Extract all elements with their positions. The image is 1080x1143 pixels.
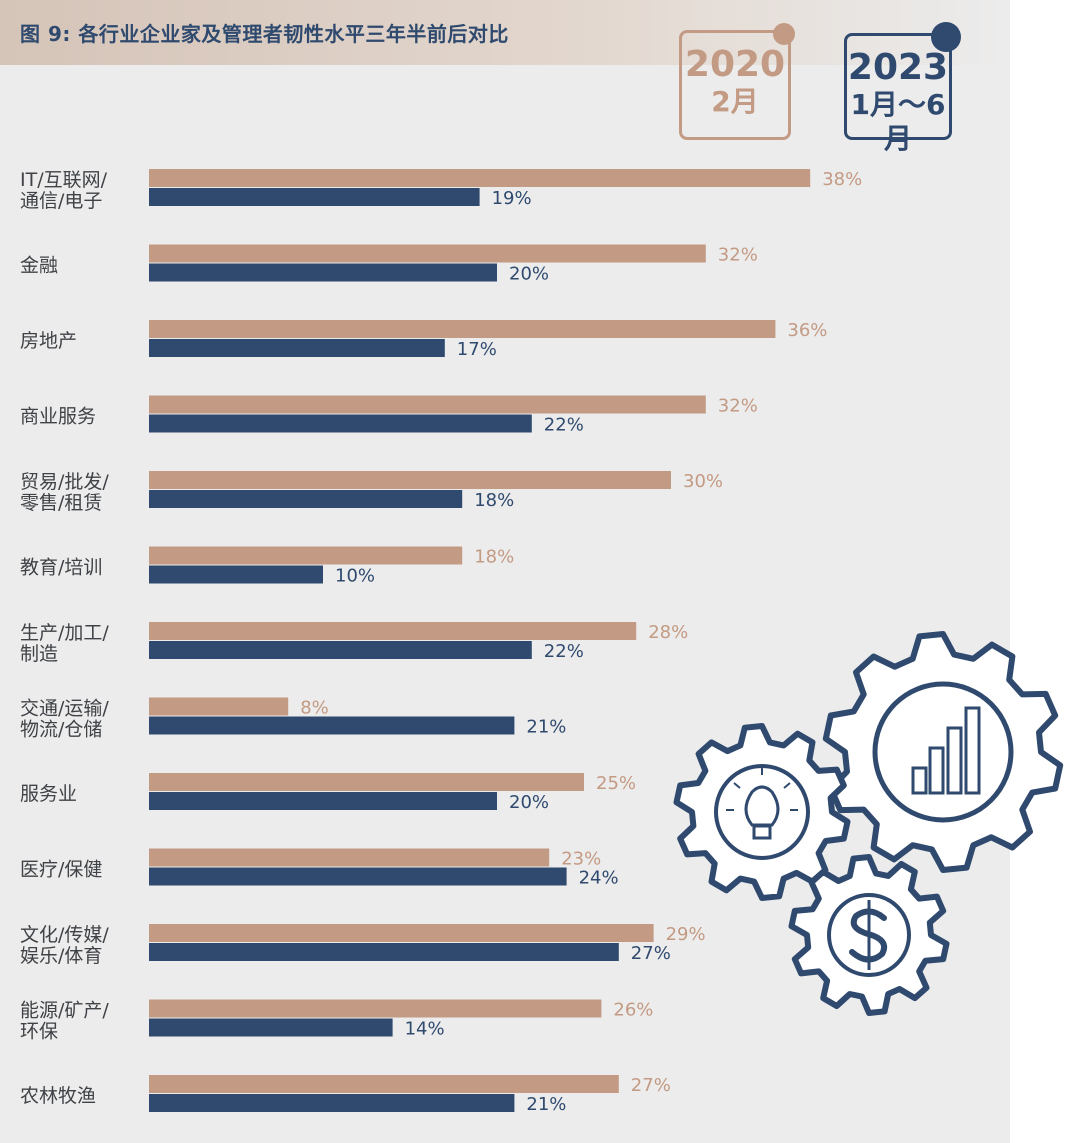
legend-2023-year: 2023: [847, 47, 949, 88]
bar-2020: [149, 471, 671, 489]
bar-2020: [149, 1075, 619, 1093]
category-label: 生产/加工/制造: [20, 622, 109, 665]
gear-bar-chart-icon: [822, 631, 1064, 873]
bar-2023: [149, 1018, 393, 1037]
data-label-2023: 18%: [474, 490, 514, 511]
legend-2020-period: 2月: [711, 85, 759, 118]
category-label: 贸易/批发/零售/租赁: [20, 471, 109, 514]
data-label-2023: 21%: [526, 1094, 566, 1115]
legend-2020-dot: [773, 23, 795, 45]
bar-2023: [149, 943, 619, 961]
bar-2020: [149, 924, 654, 942]
data-label-2020: 28%: [648, 622, 688, 643]
data-label-2023: 14%: [405, 1019, 445, 1040]
data-label-2020: 32%: [718, 396, 758, 417]
legend-2020: 2020 2月: [679, 30, 791, 140]
bar-2023: [149, 565, 323, 584]
bar-chart: IT/互联网/通信/电子 38% 19% 金融 32% 20% 房地产 36% 17% 商业服务 3…: [20, 169, 862, 1115]
data-label-2023: 20%: [509, 264, 549, 285]
data-label-2020: 23%: [561, 849, 601, 870]
gear-dollar-icon: [788, 854, 950, 1016]
gear-lightbulb-icon: [673, 723, 851, 901]
legend-2020-year: 2020: [684, 44, 786, 85]
bar-2020: [149, 622, 637, 640]
data-label-2020: 32%: [718, 245, 758, 266]
category-label: 文化/传媒/娱乐/体育: [20, 924, 109, 967]
category-label: 交通/运输/物流/仓储: [20, 698, 109, 741]
data-label-2020: 38%: [822, 169, 862, 190]
category-label: 教育/培训: [20, 557, 102, 579]
bar-2023: [149, 414, 532, 433]
data-label-2020: 27%: [631, 1075, 671, 1096]
data-label-2020: 30%: [683, 471, 723, 492]
data-label-2023: 10%: [335, 566, 375, 587]
data-label-2020: 18%: [474, 547, 514, 568]
bar-2020: [149, 773, 584, 791]
data-label-2020: 29%: [666, 924, 706, 945]
data-label-2023: 27%: [631, 943, 671, 964]
category-label: 农林牧渔: [20, 1085, 96, 1107]
data-label-2023: 22%: [544, 415, 584, 436]
data-label-2020: 8%: [300, 698, 329, 719]
data-label-2020: 36%: [787, 320, 827, 341]
bar-2023: [149, 792, 497, 810]
bar-2020: [149, 999, 602, 1018]
category-label: IT/互联网/通信/电子: [20, 169, 108, 212]
category-label: 能源/矿产/环保: [20, 1000, 109, 1043]
data-label-2020: 25%: [596, 773, 636, 794]
bar-2020: [149, 697, 289, 716]
category-label: 商业服务: [20, 406, 96, 428]
bar-2020: [149, 546, 463, 565]
category-label: 医疗/保健: [20, 859, 102, 881]
chart-title: 图 9: 各行业企业家及管理者韧性水平三年半前后对比: [20, 22, 509, 46]
legend-2023-dot: [931, 22, 961, 52]
bar-2023: [149, 339, 445, 357]
bar-2020: [149, 848, 550, 867]
legend-2023-period: 1月～6月: [850, 88, 946, 155]
bar-2020: [149, 244, 706, 263]
bar-2023: [149, 1094, 515, 1112]
bar-2020: [149, 169, 811, 187]
bar-2020: [149, 320, 776, 338]
category-label: 金融: [20, 255, 58, 277]
title-band: [0, 0, 1010, 65]
gears-illustration: [673, 631, 1064, 1016]
data-label-2020: 26%: [613, 1000, 653, 1021]
data-label-2023: 20%: [509, 792, 549, 813]
bar-2020: [149, 395, 706, 414]
bar-2023: [149, 490, 463, 508]
data-label-2023: 19%: [492, 188, 532, 209]
data-label-2023: 21%: [526, 717, 566, 738]
bar-2023: [149, 188, 480, 206]
bar-2023: [149, 867, 567, 886]
legend-2023: 2023 1月～6月: [844, 33, 952, 155]
category-label: 服务业: [20, 783, 77, 805]
bar-2023: [149, 641, 532, 659]
category-label: 房地产: [20, 330, 77, 352]
data-label-2023: 24%: [579, 868, 619, 889]
data-label-2023: 22%: [544, 641, 584, 662]
bar-2023: [149, 263, 497, 282]
bar-2023: [149, 716, 515, 735]
data-label-2023: 17%: [457, 339, 497, 360]
